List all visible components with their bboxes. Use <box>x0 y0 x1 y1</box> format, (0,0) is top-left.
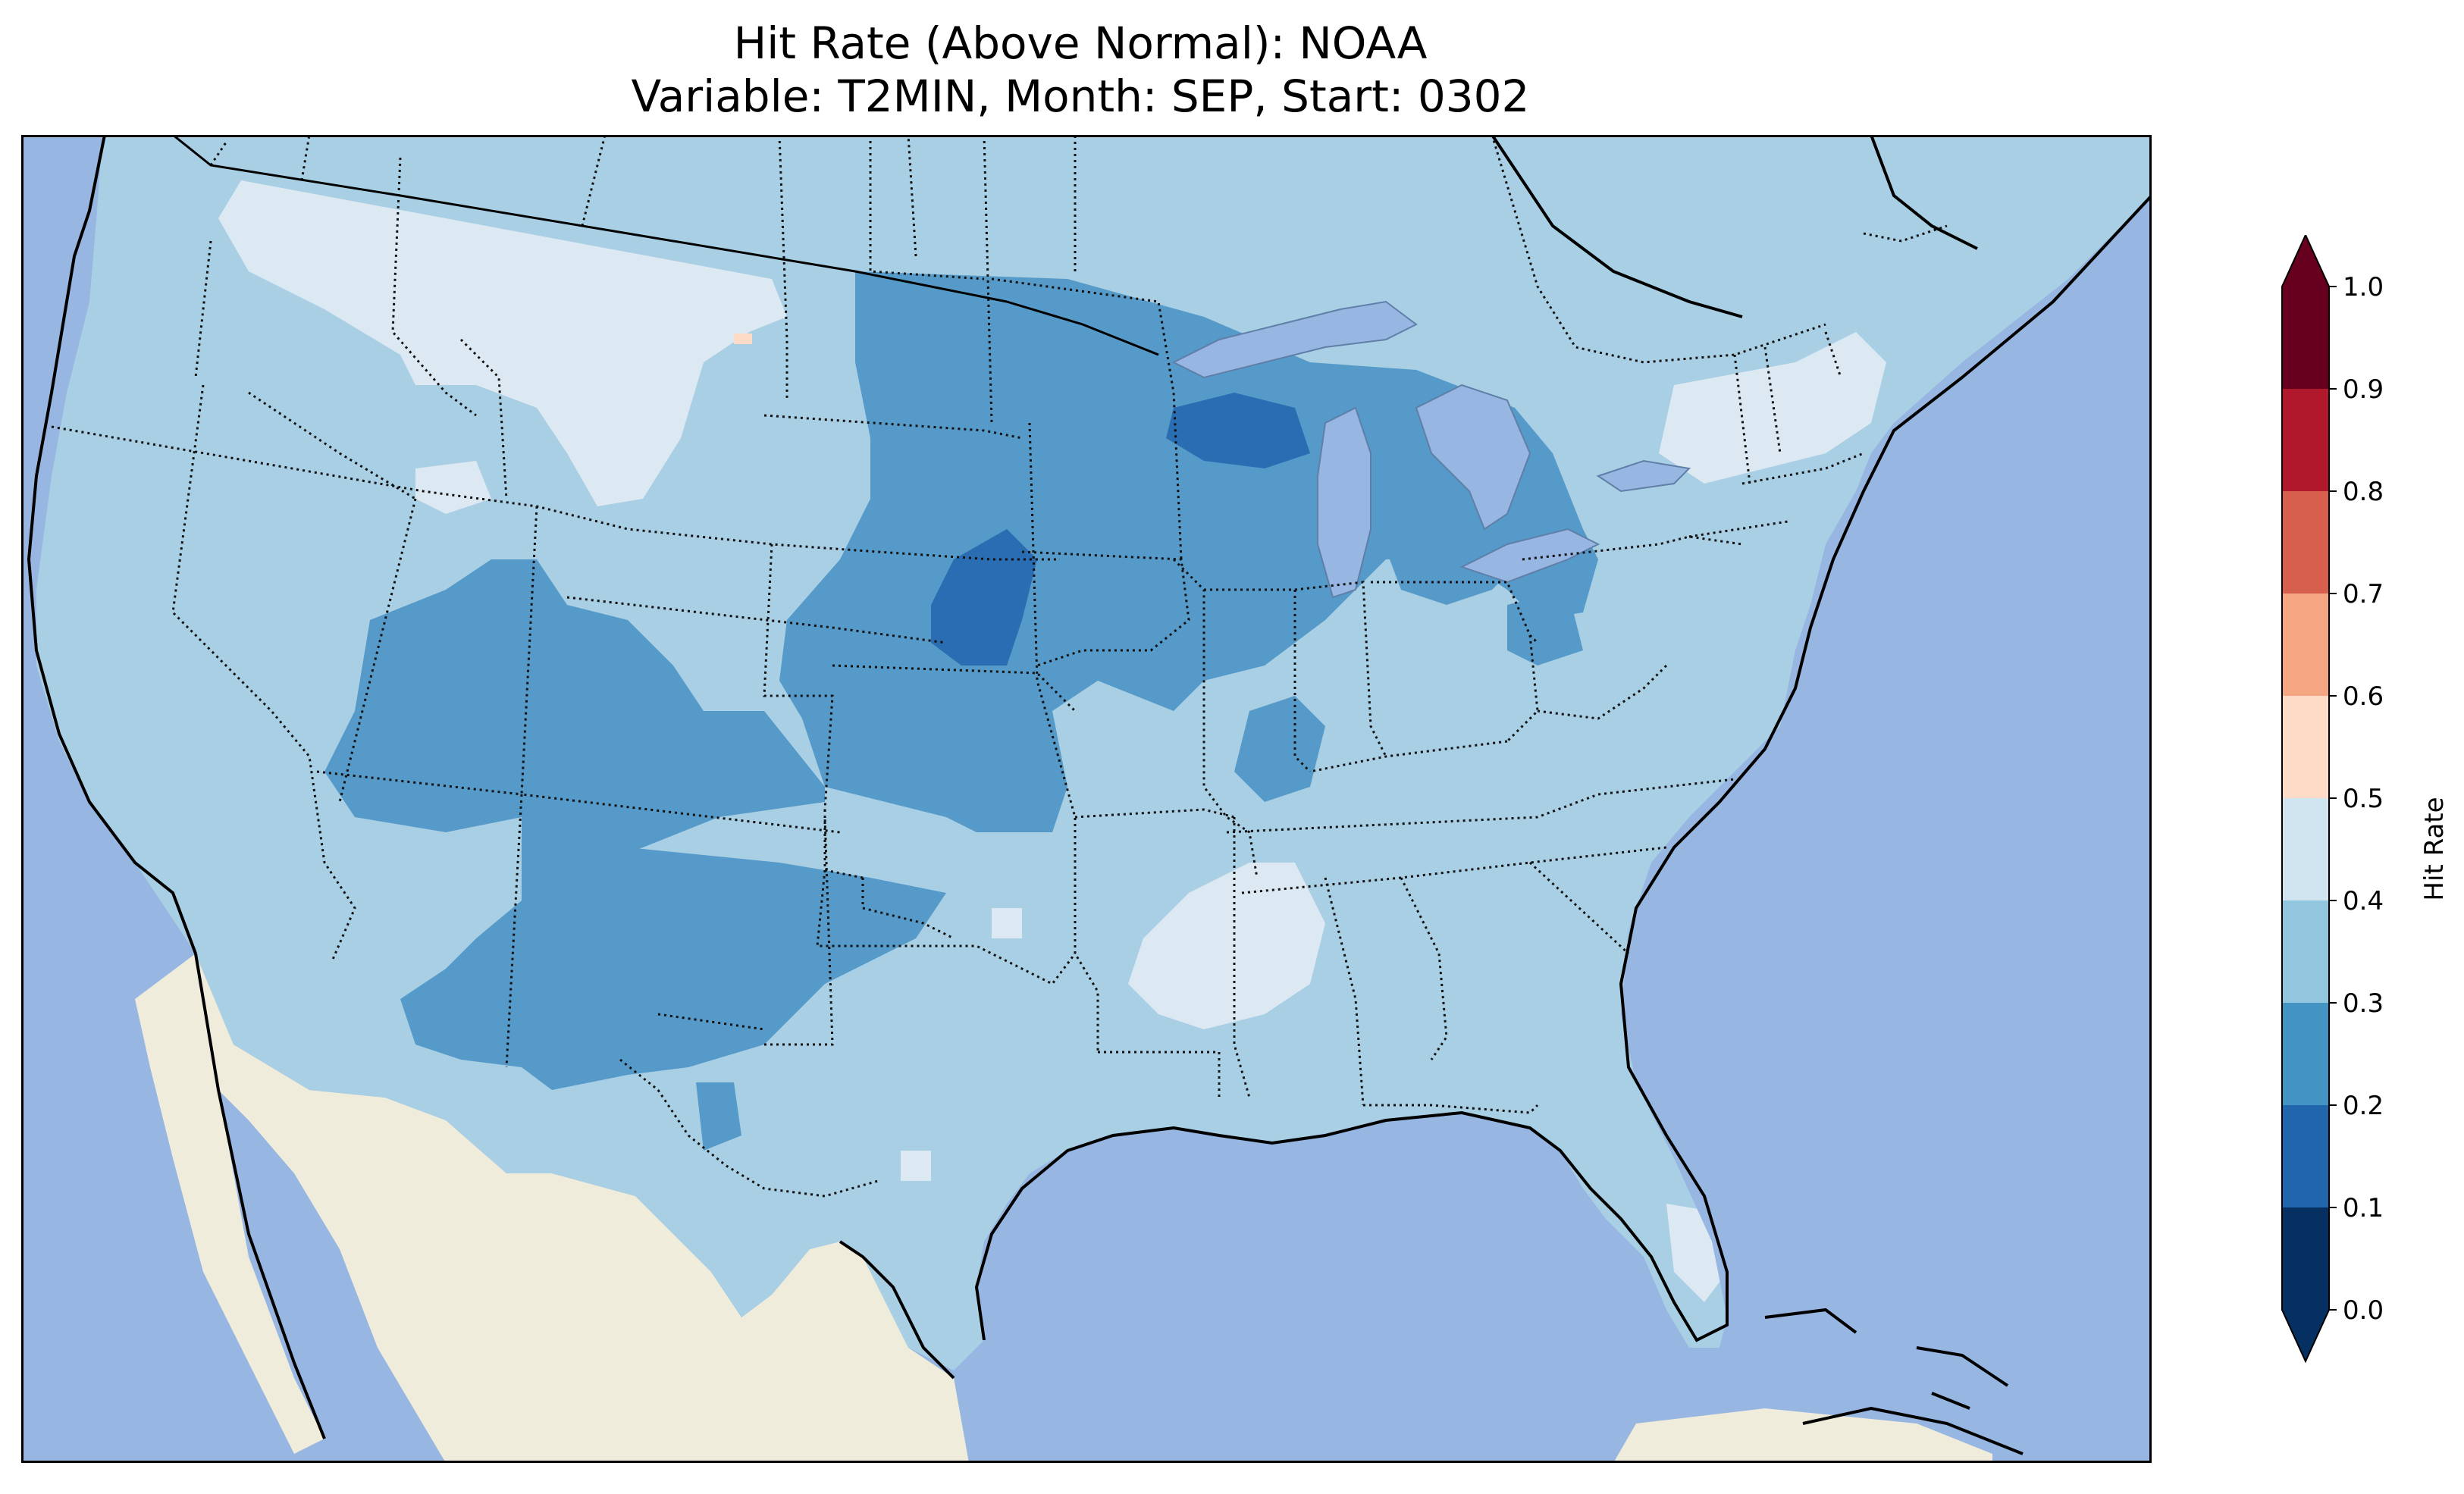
oklahoma-light-patch <box>992 908 1022 938</box>
colorbar-label: Hit Rate <box>2419 797 2450 900</box>
nebraska-core-region <box>931 529 1037 666</box>
colorbar-tick-label: 0.2 <box>2343 1091 2384 1121</box>
texas-core-patch <box>696 1082 741 1151</box>
lake-huron <box>1415 384 1531 531</box>
chart-title: Hit Rate (Above Normal): NOAA Variable: … <box>0 17 2161 123</box>
colorbar-tick-label: 0.4 <box>2343 886 2384 916</box>
map-panel <box>21 135 2152 1463</box>
idaho-light-patch <box>415 461 491 514</box>
texas-light-patch <box>901 1151 931 1181</box>
montana-spot <box>734 334 752 344</box>
northern-plains-light-region <box>218 180 787 506</box>
lake-michigan <box>1317 406 1372 599</box>
lake-superior <box>1171 300 1418 379</box>
colorbar: 0.0 0.1 0.2 0.3 0.4 0.5 0.6 0.7 0.8 0.9 1.0 Hit Ra… <box>2281 235 2450 1364</box>
map-frame <box>21 135 2152 1463</box>
colorbar-extend-min <box>2282 1310 2329 1361</box>
title-line-2: Variable: T2MIN, Month: SEP, Start: 0302 <box>631 70 1530 122</box>
canada-province-borders <box>209 135 1948 364</box>
colorbar-segment <box>2282 900 2329 1003</box>
southwest-core-region <box>400 817 946 1090</box>
wisconsin-core-region <box>1166 393 1310 468</box>
arkansas-light-region <box>1128 863 1325 1029</box>
colorbar-segment <box>2282 491 2329 594</box>
colorbar-tick-label: 0.5 <box>2343 784 2384 814</box>
colorbar-segment <box>2282 594 2329 696</box>
title-line-1: Hit Rate (Above Normal): NOAA <box>733 17 1428 69</box>
dakotas-core-region <box>779 271 1598 832</box>
cuba-land <box>1613 1408 1992 1463</box>
colorbar-tick-label: 0.3 <box>2343 988 2384 1019</box>
colorbar-extend-max <box>2282 235 2329 287</box>
lake-erie <box>1459 528 1600 584</box>
colorbar-segment <box>2282 1105 2329 1207</box>
colorbar-segment <box>2282 798 2329 900</box>
colorbar-ticks: 0.0 0.1 0.2 0.3 0.4 0.5 0.6 0.7 0.8 0.9 1.0 <box>2329 272 2384 1326</box>
coastlines <box>27 135 2152 1455</box>
colorbar-tick-label: 1.0 <box>2343 272 2384 302</box>
colorbar-tick-label: 0.6 <box>2343 681 2384 712</box>
colorbar-tick-label: 0.8 <box>2343 477 2384 507</box>
colorbar-tick-label: 0.9 <box>2343 374 2384 405</box>
lake-ontario <box>1596 459 1691 493</box>
colorbar-segments <box>2281 235 2330 1364</box>
missouri-core-patch <box>1234 696 1325 802</box>
colorbar-segment <box>2282 1207 2329 1310</box>
colorbar-segment <box>2282 696 2329 798</box>
colorbar-segment <box>2282 1003 2329 1105</box>
ohio-valley-core-patch <box>1507 590 1583 666</box>
colorbar-tick-label: 0.0 <box>2343 1295 2384 1326</box>
mexico-state-borders <box>619 1058 879 1198</box>
colorbar-tick-label: 0.7 <box>2343 579 2384 609</box>
colorbar-segment <box>2282 389 2329 491</box>
great-lakes <box>1171 300 1691 599</box>
state-borders <box>51 135 1864 1114</box>
colorbar-segment <box>2282 287 2329 389</box>
colorbar-tick-label: 0.1 <box>2343 1193 2384 1223</box>
mexico-land <box>135 954 969 1463</box>
international-borders <box>172 135 1159 356</box>
